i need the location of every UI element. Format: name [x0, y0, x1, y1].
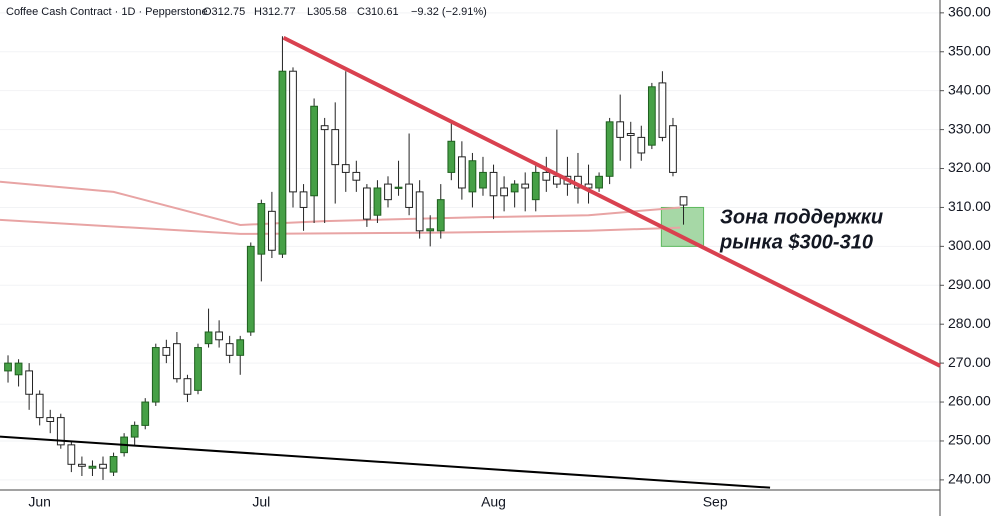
y-tick-label: 350.00	[948, 42, 991, 58]
header-high: H312.77	[254, 6, 296, 18]
x-tick-label: Aug	[481, 494, 506, 510]
candle-body	[363, 187, 371, 220]
candle-body	[616, 121, 625, 138]
candle-body	[246, 245, 255, 333]
y-tick-label: 240.00	[948, 471, 991, 487]
y-tick-label: 260.00	[948, 393, 991, 409]
candle-body	[78, 463, 86, 467]
header-close: C310.61	[357, 6, 399, 18]
candle-body	[257, 203, 266, 255]
candle-body	[542, 171, 551, 181]
candle-body	[669, 125, 677, 173]
candle-body	[320, 125, 329, 131]
y-tick-label: 280.00	[948, 315, 991, 331]
y-tick-label: 340.00	[948, 81, 991, 97]
candle-body	[99, 463, 107, 469]
candle-body	[384, 183, 392, 201]
header-symbol: Coffee Cash Contract · 1D · Pepperstone	[6, 6, 208, 18]
candle-body	[299, 191, 308, 208]
candle-body	[341, 164, 350, 173]
candle-body	[626, 132, 635, 136]
moving-average	[0, 218, 681, 235]
candle-body	[183, 378, 192, 395]
candle-body	[236, 339, 245, 356]
candle-body	[162, 347, 171, 356]
candle-body	[531, 171, 540, 201]
candle-body	[426, 228, 435, 232]
header-change: −9.32 (−2.91%)	[411, 6, 487, 18]
candle-body	[457, 156, 466, 189]
candle-body	[510, 183, 519, 193]
candle-body	[595, 175, 603, 189]
candle-body	[173, 343, 181, 380]
y-tick-label: 300.00	[948, 237, 991, 253]
annotation: Зона поддержки	[720, 206, 883, 228]
candle-body	[679, 196, 688, 206]
y-tick-label: 290.00	[948, 276, 991, 292]
candle-body	[194, 347, 202, 391]
candle-body	[268, 210, 276, 251]
candle-body	[141, 401, 150, 426]
candle-body	[352, 171, 361, 181]
annotation: рынка $300-310	[719, 231, 873, 253]
y-tick-label: 250.00	[948, 432, 991, 448]
header-open: O312.75	[203, 6, 245, 18]
support-zone	[660, 206, 705, 247]
candle-body	[109, 456, 118, 473]
candle-body	[35, 393, 44, 419]
candle-body	[405, 183, 413, 208]
candle-body	[331, 129, 340, 166]
candle-body	[637, 136, 646, 154]
candle-body	[658, 82, 667, 138]
candle-body	[521, 183, 530, 189]
candle-body	[436, 199, 445, 232]
x-tick-label: Sep	[703, 494, 728, 510]
y-tick-label: 270.00	[948, 354, 991, 370]
candle-body	[25, 370, 34, 395]
candle-body	[130, 424, 139, 438]
candle-body	[56, 417, 65, 446]
y-tick-label: 330.00	[948, 120, 991, 136]
candle-body	[394, 186, 403, 189]
candle-body	[289, 70, 297, 193]
candle-body	[489, 171, 498, 197]
candle-body	[278, 70, 287, 255]
x-tick-label: Jun	[28, 494, 51, 510]
candle-body	[415, 191, 424, 232]
trend-line	[282, 35, 941, 368]
header-low: L305.58	[307, 6, 347, 18]
candle-body	[647, 86, 656, 146]
y-tick-label: 310.00	[948, 198, 991, 214]
candle-body	[88, 465, 97, 469]
candle-body	[447, 140, 456, 173]
candle-body	[14, 362, 23, 376]
candle-body	[4, 362, 12, 372]
candle-body	[310, 105, 318, 197]
candle-body	[225, 343, 234, 356]
x-tick-label: Jul	[252, 494, 270, 510]
candle-body	[46, 417, 55, 423]
candle-body	[215, 331, 223, 341]
candle-body	[479, 171, 487, 189]
candle-body	[151, 347, 160, 403]
candle-body	[67, 444, 76, 465]
candle-body	[500, 187, 508, 197]
y-tick-label: 320.00	[948, 159, 991, 175]
trend-line	[0, 435, 771, 489]
candle-body	[605, 121, 614, 177]
candle-body	[373, 187, 382, 216]
candle-body	[468, 160, 477, 193]
candle-body	[204, 331, 213, 345]
y-tick-label: 360.00	[948, 4, 991, 20]
